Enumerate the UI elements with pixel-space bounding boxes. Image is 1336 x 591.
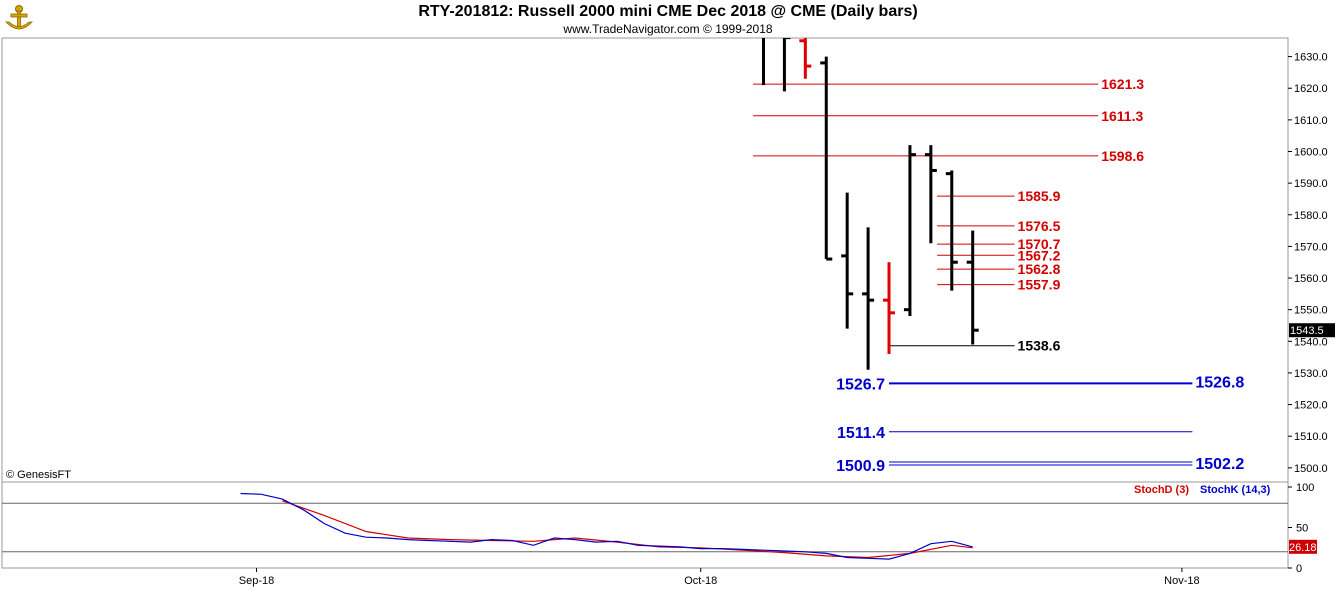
level-label-right: 1526.8 [1195,374,1244,391]
last-price-label: 1543.5 [1290,325,1324,337]
price-bars [762,38,979,370]
chart-title: RTY-201812: Russell 2000 mini CME Dec 20… [418,3,918,20]
price-tick-label: 1530.0 [1294,368,1328,380]
stoch-tick-label: 100 [1296,482,1314,494]
time-tick-label: Oct-18 [684,575,717,587]
chart-frame [1,37,1289,569]
time-tick-label: Nov-18 [1164,575,1199,587]
level-label: 1598.6 [1101,148,1144,164]
stoch-series-line [282,500,973,559]
plot-border [1,37,1289,569]
price-tick-label: 1500.0 [1294,463,1328,475]
time-axis: Sep-18 Oct-18 Nov-18 [239,568,1200,587]
trade-navigator-anchor-logo [2,2,36,36]
level-label: 1570.7 [1018,236,1061,252]
stoch-tick-label: 0 [1296,563,1302,575]
stoch-series-line [240,492,973,560]
stoch-value-box [1289,539,1317,554]
price-tick-label: 1550.0 [1294,305,1328,317]
level-label: 1611.3 [1101,108,1143,124]
price-tick-label: 1510.0 [1294,431,1328,443]
level-label: 1576.5 [1018,218,1061,234]
last-price-box [1289,323,1335,338]
stochastic-panel: 0 50 100 StochD (3) StochK (14,3) 26.18 [2,482,1317,575]
price-tick-label: 1630.0 [1294,52,1328,64]
level-label: 1500.9 [836,458,885,475]
level-label: 1567.2 [1018,247,1061,263]
price-tick-label: 1520.0 [1294,400,1328,412]
level-label: 1526.7 [836,376,885,393]
level-label: 1557.9 [1018,277,1061,293]
price-tick-label: 1610.0 [1294,115,1328,127]
level-label-right: 1502.2 [1195,456,1244,473]
stoch-legend-entry: StochK (14,3) [1200,484,1271,496]
level-label: 1511.4 [837,425,885,442]
price-axis: 1500.0 1510.0 1520.0 1530.0 1540.0 1550.0 1560… [1288,52,1335,475]
copyright-text: www.TradeNavigator.com © 1999-2018 [563,22,773,36]
stoch-value-label: 26.18 [1289,542,1317,554]
price-tick-label: 1570.0 [1294,241,1328,253]
level-lines: 1621.3 1611.3 1598.6 1585.9 1576.5 1570.71567… [753,76,1244,475]
level-label: 1621.3 [1101,76,1144,92]
price-tick-label: 1590.0 [1294,178,1328,190]
stoch-tick-label: 50 [1296,523,1308,535]
stoch-legend-entry: StochD (3) [1134,484,1189,496]
time-tick-label: Sep-18 [239,575,274,587]
price-tick-label: 1620.0 [1294,83,1328,95]
level-label: 1538.6 [1018,338,1061,354]
level-label: 1585.9 [1018,188,1061,204]
genesis-watermark: © GenesisFT [6,469,71,481]
price-tick-label: 1540.0 [1294,336,1328,348]
price-tick-label: 1600.0 [1294,147,1328,159]
price-tick-label: 1580.0 [1294,210,1328,222]
price-tick-label: 1560.0 [1294,273,1328,285]
level-label: 1562.8 [1018,261,1061,277]
